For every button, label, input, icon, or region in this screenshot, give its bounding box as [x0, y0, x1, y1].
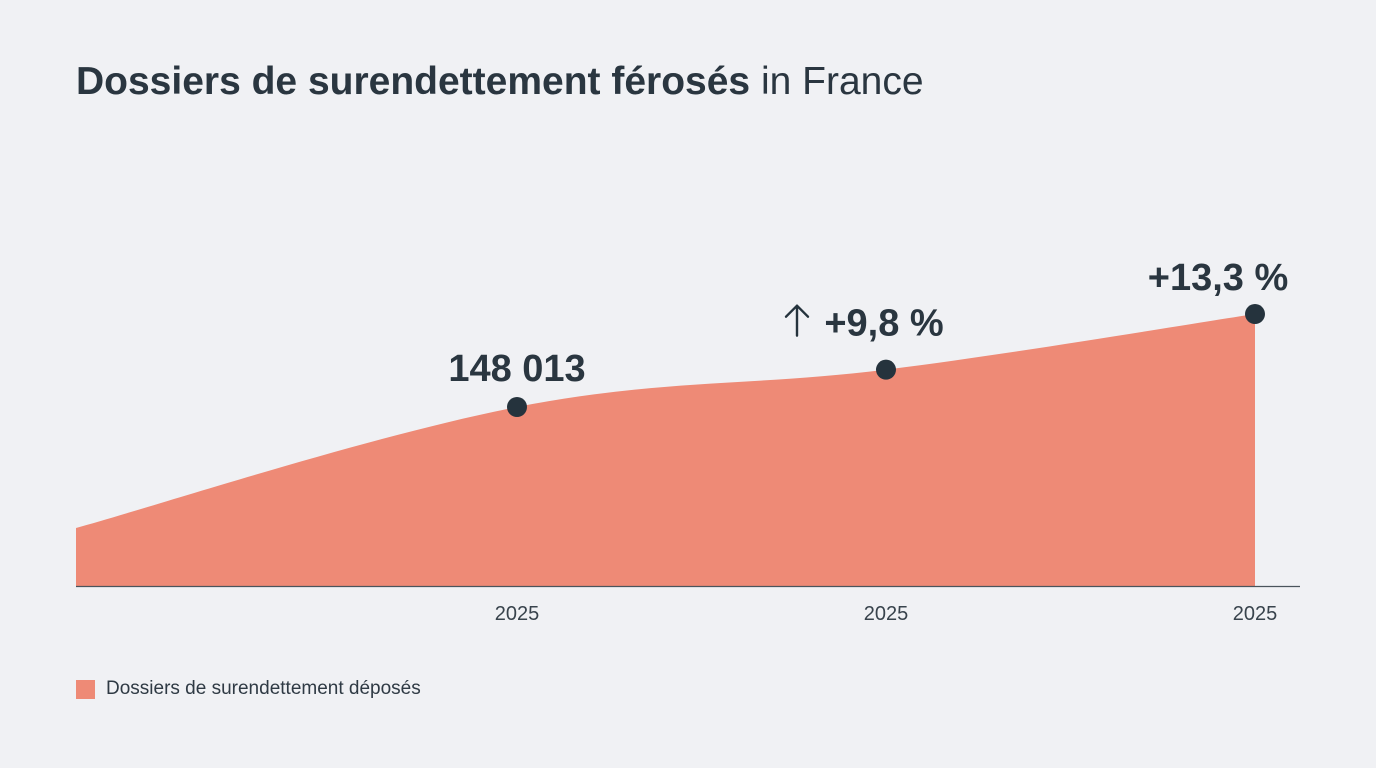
legend-label: Dossiers de surendettement déposés [106, 678, 421, 699]
chart-title: Dossiers de surendettement férosés in Fr… [76, 58, 924, 106]
chart-title-bold: Dossiers de surendettement férosés [76, 60, 751, 103]
data-label: 148 013 [448, 348, 585, 390]
legend[interactable]: Dossiers de surendettement déposés [76, 678, 421, 700]
chart-title-suffix: in France [760, 60, 924, 103]
arrow-up-icon [784, 304, 810, 337]
area-series [76, 314, 1255, 586]
x-tick-label: 2025 [1233, 603, 1278, 625]
legend-swatch [76, 679, 95, 699]
data-point-marker [507, 397, 527, 417]
plot-area: 2025 2025 2025 148 013 +9,8 % +13,3 % [76, 257, 1300, 625]
x-tick-label: 2025 [864, 603, 909, 625]
data-label: +13,3 % [1148, 257, 1289, 299]
x-tick-label: 2025 [495, 603, 540, 625]
data-label: +9,8 % [824, 303, 943, 345]
data-point-marker [1245, 304, 1265, 325]
data-point-marker [876, 359, 896, 380]
